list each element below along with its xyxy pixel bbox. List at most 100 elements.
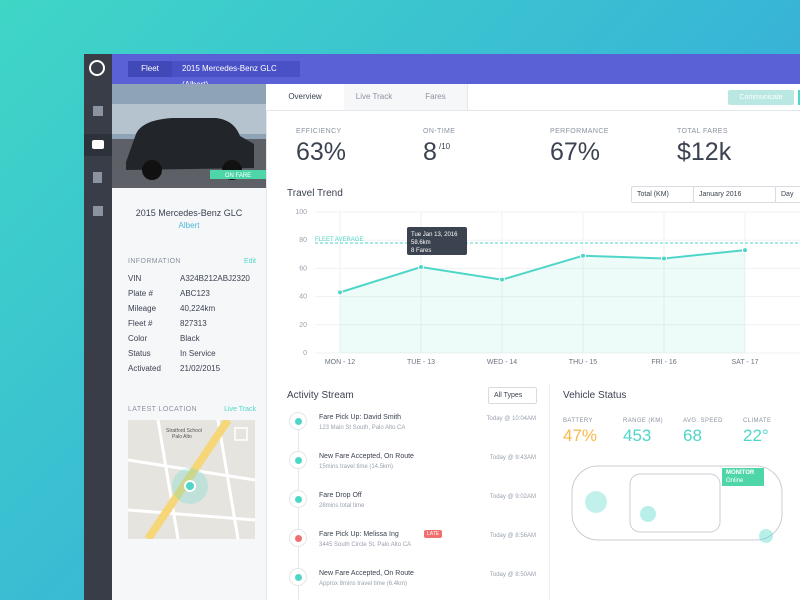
travel-trend-chart: 0 20 40 60 80 100 MON - 12 TUE - 13 WED - 14 THU … <box>295 209 800 366</box>
event-title: New Fare Accepted, On Route <box>319 570 414 577</box>
event-title: Fare Pick Up: David Smith <box>319 414 402 421</box>
field-value: 827313 <box>180 319 207 328</box>
event-time: Today @ 8:50AM <box>489 572 536 578</box>
event-dot <box>295 535 302 542</box>
event-time: Today @ 9:02AM <box>489 494 536 500</box>
tab[interactable]: Overview <box>266 84 345 110</box>
car-diagram <box>571 465 783 543</box>
field-value: 40,224km <box>180 304 216 313</box>
tooltip-text: Tue Jan 13, 2016 <box>411 232 458 238</box>
metric-value: 22° <box>743 426 769 445</box>
filter-select[interactable]: Total (KM) <box>631 186 694 203</box>
fullscreen[interactable] <box>234 427 248 441</box>
line <box>339 249 746 294</box>
tooltip-bg <box>407 226 467 255</box>
stat-label: TOTAL FARES <box>677 128 728 135</box>
point <box>580 252 586 259</box>
x-tick-label: FRI - 16 <box>651 359 676 366</box>
event-title: New Fare Accepted, On Route <box>319 453 414 460</box>
event-detail: 123 Main St South, Palo Alto CA <box>319 425 406 431</box>
stat-value: $12k <box>677 138 732 166</box>
x-tick-label: TUE - 13 <box>407 359 435 366</box>
stat-label: ON-TIME <box>423 128 456 135</box>
tooltip-text: 8 Fares <box>411 248 431 254</box>
field-label: Color <box>128 334 148 343</box>
type-select[interactable]: All Types <box>488 387 537 404</box>
x-tick-label: THU - 15 <box>569 359 598 366</box>
area <box>340 250 745 353</box>
event-title: Fare Drop Off <box>319 492 362 499</box>
tooltip-text: 58.6km <box>411 240 431 246</box>
point <box>742 247 748 254</box>
filter-select[interactable]: Day <box>775 186 800 203</box>
y-tick-label: 60 <box>299 265 307 272</box>
metric-label: AVG. SPEED <box>683 418 723 424</box>
car-roof <box>629 473 721 533</box>
edit-link[interactable]: Edit <box>243 258 256 265</box>
metric-label: BATTERY <box>563 418 593 424</box>
divider <box>549 384 550 600</box>
field-label: Fleet # <box>128 319 153 328</box>
logo[interactable] <box>89 60 105 76</box>
communicate-button[interactable]: Communicate <box>728 90 794 105</box>
stat-suffix: /10 <box>439 142 451 151</box>
sensor <box>585 491 607 513</box>
map: Stratford School Palo Alto <box>128 420 255 539</box>
y-tick-label: 100 <box>295 209 307 216</box>
event-dot <box>295 418 302 425</box>
monitor-status: Online <box>726 478 744 484</box>
field-value: Black <box>180 334 200 343</box>
doc-icon[interactable] <box>93 172 102 183</box>
point <box>661 255 667 262</box>
section-title: INFORMATION <box>128 258 181 265</box>
vehicle-photo: ON FARE <box>112 84 266 188</box>
main-road <box>144 420 232 539</box>
breadcrumb[interactable]: Fleet <box>128 61 172 77</box>
event-detail: 15mins travel time (14.5km) <box>319 464 394 470</box>
event-time: Today @ 10:04AM <box>486 416 536 422</box>
map-icon[interactable] <box>93 106 103 116</box>
y-tick-label: 80 <box>299 237 307 244</box>
car-outline <box>571 465 783 541</box>
event-dot <box>295 496 302 503</box>
sensor <box>640 506 656 522</box>
stat-label: PERFORMANCE <box>550 128 609 135</box>
event-detail: 28mins total time <box>319 503 365 509</box>
button[interactable] <box>798 90 800 105</box>
stat-value: 8 <box>423 138 437 166</box>
y-tick-label: 40 <box>299 294 307 301</box>
reference-label: FLEET AVERAGE <box>315 237 363 243</box>
field-label: Plate # <box>128 289 153 298</box>
driver-name: Albert <box>178 221 200 230</box>
active-nav[interactable] <box>84 134 112 156</box>
field-value: ABC123 <box>180 289 210 298</box>
badge-bg <box>210 170 266 179</box>
badge: ON FARE <box>225 173 251 179</box>
x-tick-label: WED - 14 <box>487 359 517 366</box>
metric-value: 68 <box>683 426 702 445</box>
tab[interactable]: Live Track <box>344 84 405 110</box>
stat-value: 63% <box>296 138 347 166</box>
event-detail: 3445 South Circle St, Palo Alto CA <box>319 542 412 548</box>
tab[interactable]: Fares <box>404 84 468 110</box>
breadcrumb[interactable]: 2015 Mercedes-Benz GLC (Albert) <box>172 61 300 89</box>
metric-label: RANGE (KM) <box>623 418 663 424</box>
map-label: Stratford School <box>166 428 202 434</box>
live-track-link[interactable]: Live Track <box>224 406 256 413</box>
y-tick-label: 0 <box>303 350 307 357</box>
vehicle-name: 2015 Mercedes-Benz GLC <box>135 208 243 218</box>
section-title: Vehicle Status <box>563 390 627 401</box>
event-title: Fare Pick Up: Melissa Ing <box>319 531 399 538</box>
divider <box>267 110 800 111</box>
monitor-label: MONITOR <box>726 470 755 476</box>
stat-label: EFFICIENCY <box>296 128 342 135</box>
top-bar: Fleet 2015 Mercedes-Benz GLC (Albert) <box>112 54 800 89</box>
field-label: Activated <box>128 364 161 373</box>
metric-value: 47% <box>563 426 598 445</box>
sidebar <box>84 54 112 600</box>
section-title: Activity Stream <box>287 390 354 401</box>
field-label: VIN <box>128 274 142 283</box>
calendar-icon[interactable] <box>93 206 103 216</box>
field-value: 21/02/2015 <box>180 364 221 373</box>
